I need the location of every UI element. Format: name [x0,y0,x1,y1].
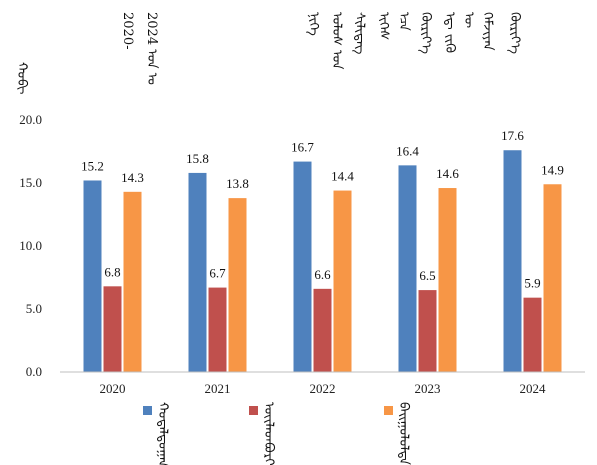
data-label: 6.8 [104,264,120,279]
bar [123,191,142,372]
chart-title: ᠬᠦᠷᠢᠶ᠎ᠡ ᠬᠡᠮᠵᠢᠶᠡᠨ ᠦ ᠡᠳ᠋ ᠵᠢᠭᠦ ᠬᠦᠷᠢᠶ᠎ᠡ ᠡᠴᠡ ᠢᠬᠡᠰ ᠰᠢ… [120,12,522,85]
legend-swatch [143,406,152,415]
bar [418,290,437,372]
y-tick-label: 5.0 [26,301,42,316]
data-label: 14.9 [541,162,564,177]
data-label: 6.5 [419,268,435,283]
bar [398,165,417,372]
bar [228,198,247,372]
data-label: 16.4 [396,143,419,158]
data-label: 14.3 [121,170,144,185]
data-label: 6.7 [209,266,226,281]
data-labels: 15.2 6.8 14.3 15.8 6.7 13.8 16.7 6.6 14.4 16.4 6.5… [81,128,564,290]
data-label: 15.8 [186,151,209,166]
x-tick-label: 2024 [520,381,547,396]
data-label: 14.4 [331,169,354,184]
y-axis-label-text: ᠬᠤᠪᠢ [14,62,29,94]
title-line: 2024 ᠣᠨ ᠤ [144,12,159,85]
data-label: 6.6 [314,267,331,282]
title-line: ᠨᠢᠭᠡ [306,12,321,36]
data-label: 16.7 [291,140,314,155]
y-tick-label: 10.0 [19,238,42,253]
title-line: ᠡᠳ᠋ ᠵᠢᠭᠦ [442,12,457,53]
x-tick-label: 2022 [310,381,336,396]
y-axis-ticks: 0.0 5.0 10.0 15.0 20.0 [19,112,42,379]
x-tick-label: 2021 [205,381,231,396]
title-line: ᠬᠦᠷᠢᠶ᠎ᠡ [418,12,433,54]
title-line: ᠬᠡᠮᠵᠢᠶᠡᠨ [480,12,495,51]
y-axis-label: ᠬᠤᠪᠢ [14,62,29,94]
title-line: ᠤᠯᠤᠰ ᠤᠨ [329,12,344,70]
title-line: ᠦ [461,12,476,28]
data-label: 14.6 [436,166,459,181]
legend-label: ᠪᠠᠢᠭᠤᠯᠤᠯᠲᠠ ᠶᠢᠨ [396,402,411,465]
data-label: 5.9 [524,276,540,291]
title-line: 2020- [120,12,135,49]
legend-label: ᠦᠢᠯᠡᠳᠪᠦᠷᠢ ᠶᠢᠨ [261,402,276,465]
bar [293,161,312,372]
bar [83,180,102,372]
title-line: ᠰᠢᠯᠢᠳᠡᠭ [352,12,367,55]
x-tick-label: 2020 [100,381,126,396]
bar [188,172,207,372]
legend: ᠬᠤᠳᠠᠯᠳᠤᠭᠠᠨ ᠤ ᠦᠢᠯᠡᠳᠪᠦᠷᠢ ᠶᠢᠨ ᠪᠠᠢᠭᠤᠯᠤᠯᠲᠠ ᠶᠢᠨ [143,402,411,465]
y-tick-label: 15.0 [19,175,42,190]
x-axis-ticks: 2020 2021 2022 2023 2024 [100,381,547,396]
data-label: 15.2 [81,158,104,173]
legend-swatch [249,406,258,415]
bars [83,150,562,372]
title-line: ᠡᠴᠡ [396,12,411,31]
bar [543,184,562,372]
title-line: ᠬᠦᠷᠢᠶ᠎ᠡ [507,12,522,54]
data-label: 17.6 [501,128,524,143]
y-tick-label: 20.0 [19,112,42,127]
data-label: 13.8 [226,176,249,191]
legend-swatch [384,406,393,415]
legend-label: ᠬᠤᠳᠠᠯᠳᠤᠭᠠᠨ ᠤ [155,402,170,465]
bar [333,190,352,372]
bar [208,287,227,372]
x-tick-label: 2023 [415,381,441,396]
bar [523,297,542,372]
bar [103,286,122,372]
bar [438,188,457,372]
title-line: ᠢᠬᠡᠰ [376,12,391,40]
y-tick-label: 0.0 [26,364,42,379]
bar [313,288,332,372]
bar [503,150,522,372]
